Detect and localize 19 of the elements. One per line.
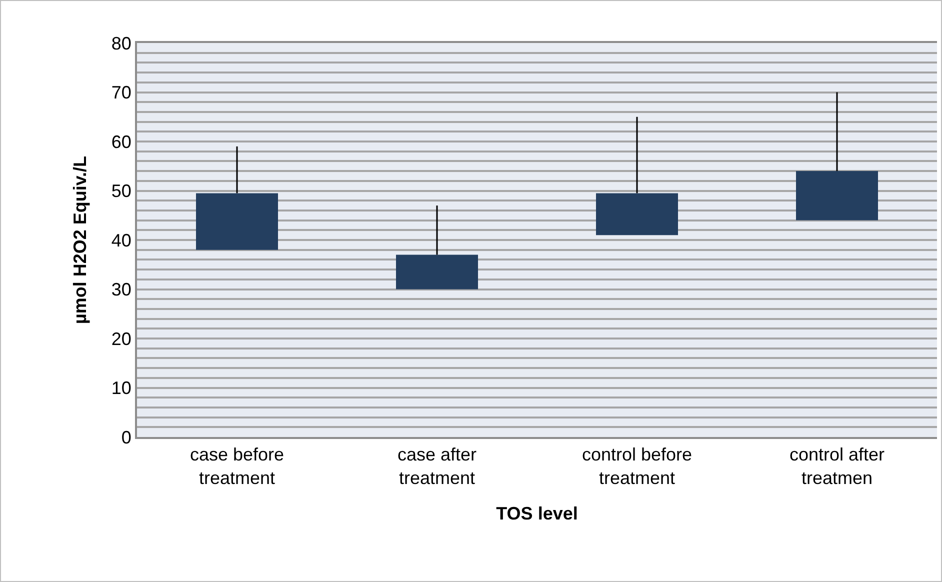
- bar: [196, 193, 278, 250]
- y-tick-label: 0: [121, 427, 132, 448]
- y-tick-label: 70: [111, 82, 132, 103]
- x-tick-label: control after treatmen: [789, 444, 885, 488]
- y-tick-label: 40: [111, 230, 132, 250]
- y-tick-label: 20: [111, 328, 132, 349]
- x-tick-label: case after treatment: [397, 444, 477, 488]
- bar: [796, 171, 878, 220]
- x-axis-title: TOS level: [496, 504, 578, 524]
- x-tick-label: control before treatment: [582, 444, 692, 488]
- x-tick-label: case before treatment: [190, 444, 284, 488]
- y-tick-label: 60: [111, 132, 132, 152]
- y-tick-label: 80: [111, 33, 132, 54]
- y-tick-label: 10: [111, 378, 132, 398]
- bar: [396, 254, 478, 290]
- y-axis-title: µmol H2O2 Equiv./L: [70, 156, 90, 324]
- bar: [596, 193, 678, 236]
- y-tick-label: 50: [111, 181, 132, 202]
- y-tick-label: 30: [111, 280, 132, 300]
